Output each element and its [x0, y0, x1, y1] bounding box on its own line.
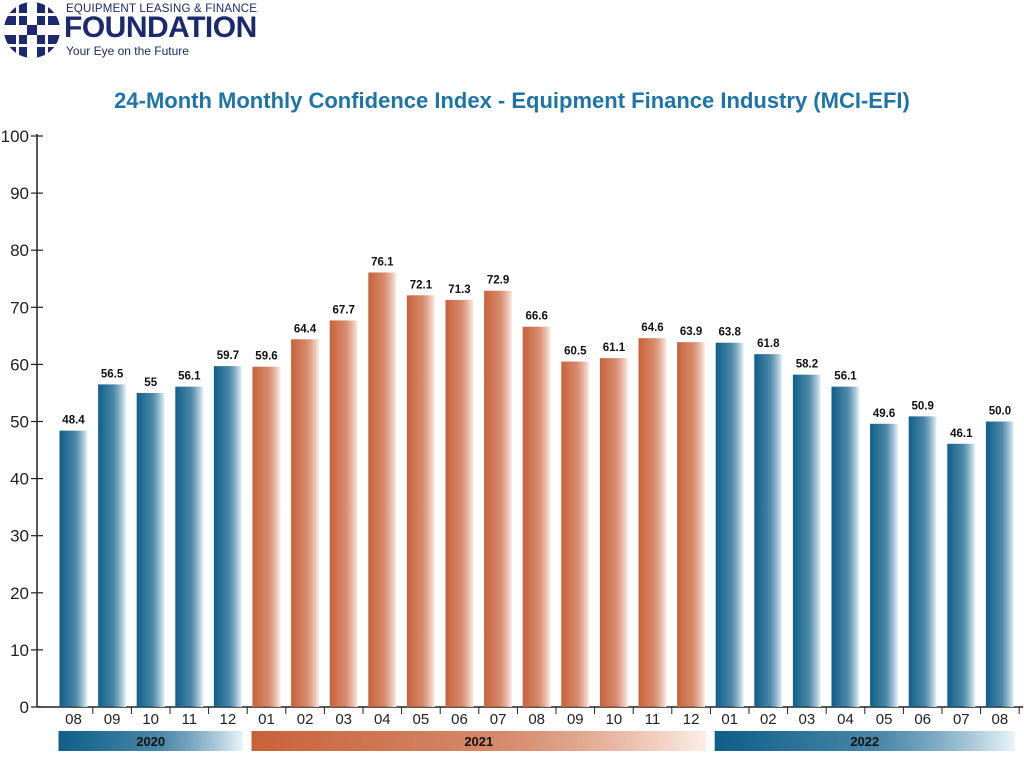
bar — [715, 342, 744, 707]
x-tick-label: 05 — [876, 711, 893, 728]
bar-value-label: 60.5 — [564, 346, 587, 358]
bar-value-label: 56.5 — [101, 368, 124, 380]
x-tick-label: 07 — [490, 711, 507, 728]
x-tick-label: 02 — [760, 711, 777, 728]
bar — [561, 361, 590, 707]
bar — [947, 443, 976, 707]
y-tick-label: 90 — [10, 184, 29, 203]
logo-slogan: Your Eye on the Future — [66, 44, 189, 58]
bar-value-label: 61.8 — [757, 338, 780, 350]
x-tick-label: 11 — [182, 711, 198, 728]
year-band-label: 2022 — [850, 734, 879, 749]
bar — [792, 374, 821, 707]
bar-value-label: 48.4 — [62, 415, 85, 427]
y-tick-label: 100 — [1, 127, 29, 146]
x-tick-label: 08 — [65, 711, 82, 728]
x-tick-label: 06 — [451, 711, 468, 728]
x-tick-label: 04 — [837, 711, 854, 728]
bar — [754, 354, 783, 707]
y-tick-label: 10 — [10, 641, 29, 660]
x-tick-label: 05 — [413, 711, 430, 728]
x-tick-label: 08 — [992, 711, 1009, 728]
bar — [599, 358, 628, 707]
bar-value-label: 50.0 — [989, 406, 1011, 418]
chart-title: 24-Month Monthly Confidence Index - Equi… — [114, 88, 910, 113]
logo-wordmark: FOUNDATION — [64, 11, 257, 44]
y-tick-label: 0 — [20, 698, 29, 717]
bar — [638, 338, 667, 707]
x-tick-label: 11 — [645, 711, 661, 728]
bar-value-label: 50.9 — [912, 400, 934, 412]
bar-value-label: 55 — [144, 377, 157, 389]
bar — [908, 416, 937, 707]
x-tick-label: 10 — [606, 711, 623, 728]
bar-value-label: 72.1 — [410, 279, 433, 291]
logo-tagline-top: EQUIPMENT LEASING & FINANCE — [66, 3, 258, 15]
y-tick-label: 20 — [10, 584, 29, 603]
bar — [252, 366, 281, 707]
bar — [484, 290, 513, 707]
bar-value-label: 56.1 — [178, 371, 201, 383]
x-tick-label: 06 — [914, 711, 931, 728]
x-tick-label: 03 — [335, 711, 352, 728]
bar — [522, 326, 551, 707]
y-tick-label: 30 — [10, 527, 29, 546]
y-tick-label: 80 — [10, 241, 29, 260]
bar-value-label: 59.7 — [217, 350, 239, 362]
bar-value-label: 61.1 — [603, 342, 626, 354]
x-tick-label: 12 — [683, 711, 700, 728]
bar-value-label: 46.1 — [950, 428, 973, 440]
bar-value-label: 58.2 — [796, 359, 818, 371]
x-tick-label: 10 — [142, 711, 159, 728]
bar — [368, 272, 397, 707]
bar — [291, 339, 320, 707]
y-tick-label: 50 — [10, 413, 29, 432]
x-tick-label: 09 — [104, 711, 121, 728]
bar — [406, 295, 435, 707]
bar — [175, 386, 204, 707]
bar-value-label: 67.7 — [333, 304, 355, 316]
bar-value-label: 63.9 — [680, 326, 702, 338]
bar — [985, 421, 1014, 707]
x-tick-label: 03 — [799, 711, 816, 728]
bar — [213, 366, 242, 707]
bar-value-label: 49.6 — [873, 408, 895, 420]
y-tick-label: 60 — [10, 355, 29, 374]
x-tick-label: 12 — [220, 711, 237, 728]
x-tick-label: 07 — [953, 711, 970, 728]
bar-value-label: 71.3 — [448, 284, 470, 296]
bar-value-label: 64.4 — [294, 323, 317, 335]
bar — [445, 299, 474, 707]
bar — [870, 423, 899, 707]
bar-value-label: 64.6 — [641, 322, 663, 334]
x-tick-label: 01 — [721, 711, 738, 728]
bar-value-label: 76.1 — [371, 256, 394, 268]
year-band — [58, 731, 243, 751]
x-tick-label: 08 — [528, 711, 545, 728]
logo: EQUIPMENT LEASING & FINANCE FOUNDATION Y… — [0, 0, 300, 60]
x-tick-label: 02 — [297, 711, 314, 728]
year-band — [251, 731, 707, 751]
x-tick-label: 09 — [567, 711, 584, 728]
bar — [831, 386, 860, 707]
bar — [136, 392, 165, 707]
year-band — [714, 731, 1015, 751]
bar — [329, 320, 358, 707]
year-band-label: 2021 — [464, 734, 493, 749]
year-band-label: 2020 — [136, 734, 165, 749]
bar-value-label: 56.1 — [834, 371, 857, 383]
x-tick-label: 01 — [258, 711, 275, 728]
bar — [98, 384, 127, 707]
x-tick-label: 04 — [374, 711, 391, 728]
bar-value-label: 63.8 — [719, 327, 742, 339]
bar-value-label: 59.6 — [255, 351, 277, 363]
bar-value-label: 66.6 — [526, 311, 548, 323]
globe-logo-icon — [4, 2, 60, 58]
bar — [677, 342, 706, 707]
y-tick-label: 40 — [10, 470, 29, 489]
bar — [59, 430, 88, 707]
y-tick-label: 70 — [10, 298, 29, 317]
bar-value-label: 72.9 — [487, 275, 509, 287]
